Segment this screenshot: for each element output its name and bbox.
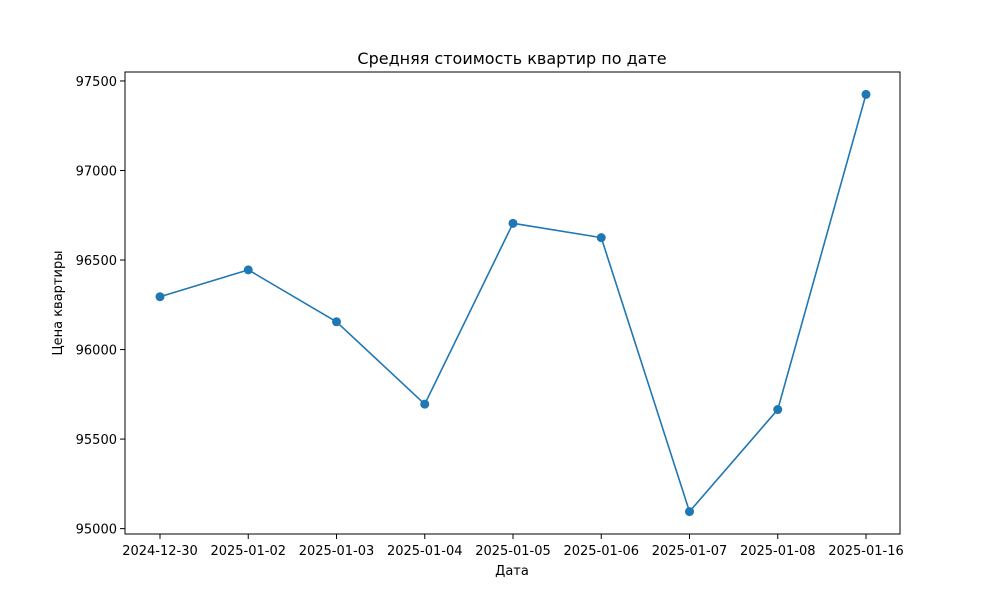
x-tick-label: 2024-12-30: [122, 544, 198, 559]
data-point: [685, 507, 694, 517]
y-tick-label: 95000: [76, 523, 117, 538]
x-tick-label: 2025-01-16: [828, 544, 904, 559]
y-tick-label: 96000: [76, 344, 117, 359]
data-point: [243, 265, 253, 275]
data-point: [596, 233, 606, 243]
y-axis-label: Цена квартиры: [51, 251, 66, 356]
data-point: [155, 292, 165, 302]
plot-frame: [124, 71, 901, 535]
x-tick-label: 2025-01-02: [210, 544, 286, 559]
x-tick-label: 2025-01-07: [652, 544, 728, 559]
x-tick-label: 2025-01-04: [387, 544, 463, 559]
y-tick-label: 97000: [76, 164, 117, 179]
data-point: [508, 218, 518, 228]
y-tick-label: 95500: [76, 433, 117, 448]
plot-area: 95000 95500 96000 96500 97000 97500 2024-12-30…: [76, 71, 904, 559]
chart-title: Средняя стоимость квартир по дате: [357, 49, 666, 68]
x-axis-label: Дата: [495, 564, 529, 579]
data-point: [420, 399, 430, 409]
x-tick-label: 2025-01-08: [740, 544, 816, 559]
series-line: [159, 94, 867, 513]
data-point: [332, 317, 341, 327]
x-tick-label: 2025-01-03: [299, 544, 375, 559]
data-point: [861, 89, 871, 99]
data-point: [773, 405, 783, 415]
y-tick-label: 96500: [76, 254, 117, 269]
x-tick-label: 2025-01-06: [563, 544, 639, 559]
x-tick-label: 2025-01-05: [475, 544, 551, 559]
y-tick-label: 97500: [76, 75, 117, 90]
